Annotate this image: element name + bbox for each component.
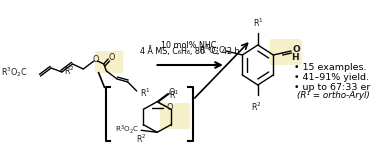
Text: R$^2$: R$^2$: [136, 133, 147, 145]
Text: O: O: [166, 103, 173, 112]
Text: R$^1$: R$^1$: [169, 89, 179, 101]
Text: R$^2$: R$^2$: [251, 101, 262, 113]
Text: O: O: [293, 44, 301, 53]
Text: • 15 examples.: • 15 examples.: [293, 62, 366, 71]
Text: O: O: [168, 88, 175, 97]
Text: 10 mol% NHC,: 10 mol% NHC,: [161, 41, 219, 50]
FancyBboxPatch shape: [95, 51, 123, 73]
Text: R$^1$: R$^1$: [140, 87, 151, 99]
Text: H: H: [291, 53, 299, 62]
Text: O: O: [93, 55, 99, 64]
FancyBboxPatch shape: [160, 103, 190, 129]
Text: • up to 67:33 er: • up to 67:33 er: [293, 82, 370, 91]
Text: (R¹ = ortho-Aryl): (R¹ = ortho-Aryl): [297, 91, 370, 100]
Text: R$^3$O$_2$C: R$^3$O$_2$C: [115, 123, 139, 136]
Text: • 41–91% yield.: • 41–91% yield.: [293, 73, 369, 82]
Text: O: O: [108, 53, 115, 62]
FancyBboxPatch shape: [270, 39, 302, 65]
Text: R$^3$O$_2$C: R$^3$O$_2$C: [1, 65, 28, 79]
Text: R$^1$: R$^1$: [253, 17, 263, 29]
Text: 4 Å MS, C₆H₆, 80 °C, 42 h: 4 Å MS, C₆H₆, 80 °C, 42 h: [140, 46, 240, 56]
Text: R$^2$: R$^2$: [64, 65, 74, 77]
Text: R$^3$O$_2$C: R$^3$O$_2$C: [199, 43, 226, 57]
